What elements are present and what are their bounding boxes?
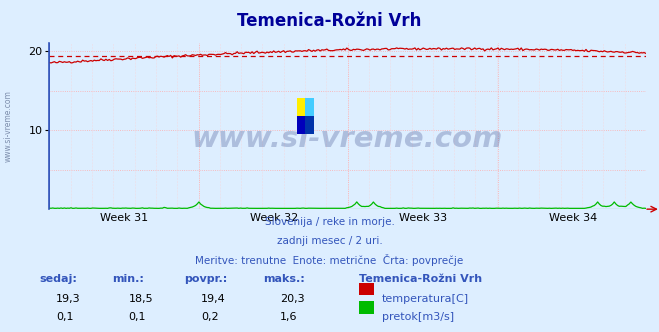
Bar [297, 116, 305, 134]
Text: 1,6: 1,6 [280, 312, 298, 322]
Bar [305, 98, 314, 116]
Text: 19,4: 19,4 [201, 294, 226, 304]
Text: 19,3: 19,3 [56, 294, 80, 304]
Text: www.si-vreme.com: www.si-vreme.com [3, 90, 13, 162]
Text: maks.:: maks.: [264, 274, 305, 284]
Text: Temenica-Rožni Vrh: Temenica-Rožni Vrh [237, 12, 422, 30]
Text: Temenica-Rožni Vrh: Temenica-Rožni Vrh [359, 274, 482, 284]
Text: 0,2: 0,2 [201, 312, 219, 322]
Text: 0,1: 0,1 [56, 312, 74, 322]
Bar [297, 98, 305, 116]
Text: min.:: min.: [112, 274, 144, 284]
Bar [305, 116, 314, 134]
Text: sedaj:: sedaj: [40, 274, 77, 284]
Text: 18,5: 18,5 [129, 294, 153, 304]
Text: Slovenija / reke in morje.: Slovenija / reke in morje. [264, 217, 395, 227]
Text: temperatura[C]: temperatura[C] [382, 294, 469, 304]
Text: pretok[m3/s]: pretok[m3/s] [382, 312, 454, 322]
Text: 20,3: 20,3 [280, 294, 304, 304]
Text: 0,1: 0,1 [129, 312, 146, 322]
Text: www.si-vreme.com: www.si-vreme.com [192, 125, 503, 153]
Text: povpr.:: povpr.: [185, 274, 228, 284]
Text: zadnji mesec / 2 uri.: zadnji mesec / 2 uri. [277, 236, 382, 246]
Text: Meritve: trenutne  Enote: metrične  Črta: povprečje: Meritve: trenutne Enote: metrične Črta: … [195, 254, 464, 266]
